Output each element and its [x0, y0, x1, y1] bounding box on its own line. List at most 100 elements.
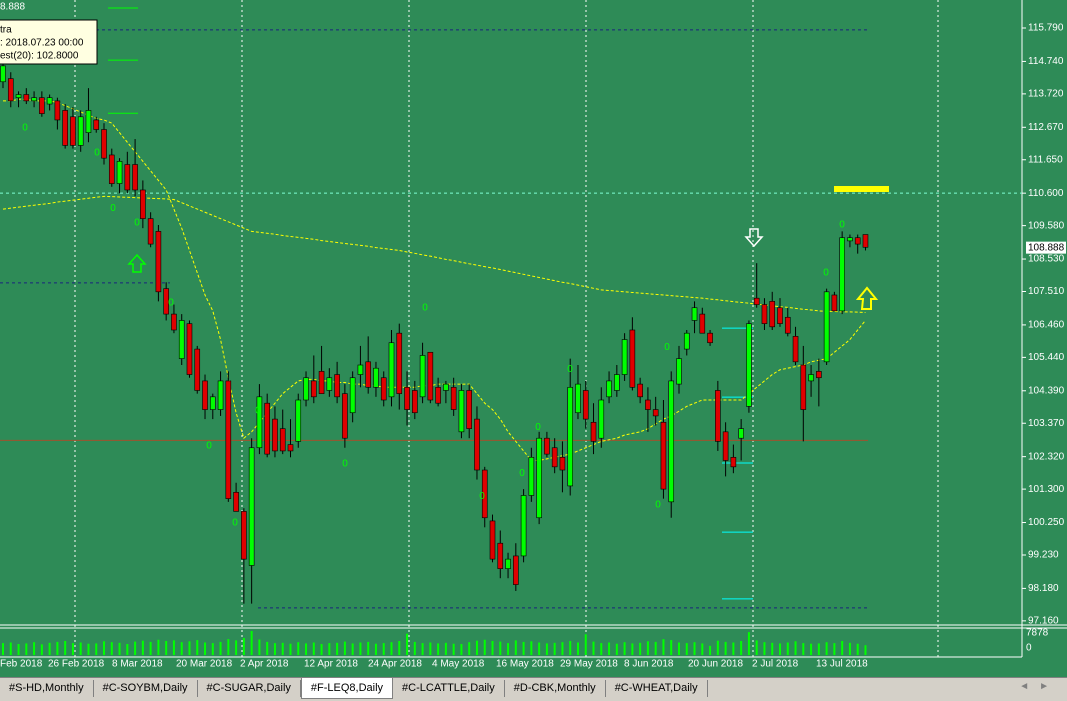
volume-bar — [258, 639, 261, 655]
volume-bar — [103, 641, 106, 655]
chart-background — [0, 0, 1067, 677]
candle-body — [287, 444, 294, 452]
volume-bar — [576, 642, 579, 655]
candle-body — [279, 428, 286, 452]
candle-body — [575, 383, 581, 414]
candle-body — [54, 100, 61, 121]
candle-body — [147, 218, 154, 245]
volume-bar — [615, 643, 618, 655]
candle-body — [862, 234, 869, 248]
candle-body — [489, 520, 496, 560]
volume-bar — [802, 643, 805, 655]
tab[interactable]: #C-WHEAT,Daily — [606, 680, 708, 697]
candle-body — [412, 390, 418, 414]
candle-body — [443, 383, 449, 391]
volume-bar — [631, 643, 634, 655]
volume-bar — [9, 642, 12, 655]
volume-bar — [732, 642, 735, 655]
volume-bar — [763, 642, 766, 655]
candle-body — [831, 294, 838, 312]
volume-bar — [134, 641, 137, 655]
volume-bar — [172, 640, 175, 655]
tab[interactable]: #C-SUGAR,Daily — [198, 680, 301, 697]
tab[interactable]: #C-SOYBM,Daily — [94, 680, 198, 697]
volume-bar — [421, 643, 424, 655]
candle-body — [551, 447, 558, 468]
y-tick-label: 97.160 — [1028, 616, 1059, 627]
candle-body — [396, 332, 403, 394]
volume-bar — [499, 641, 502, 655]
candle-body — [248, 447, 255, 566]
x-tick-label: 29 May 2018 — [560, 659, 618, 670]
candle-body — [598, 399, 605, 439]
candle-body — [23, 94, 30, 102]
x-tick-label: 24 Apr 2018 — [368, 659, 422, 670]
volume-bar — [406, 633, 409, 655]
volume-bar — [367, 641, 370, 655]
volume-bar — [794, 641, 797, 655]
volume-bar — [848, 642, 851, 655]
candle-body — [342, 393, 348, 439]
candle-body — [769, 301, 776, 328]
x-tick-label: 16 May 2018 — [496, 659, 554, 670]
candle-body — [784, 316, 791, 334]
candle-body — [474, 418, 480, 471]
tab-scroll[interactable]: ◄► — [1019, 681, 1059, 692]
y-tick-label: 111.650 — [1028, 154, 1063, 165]
candle-body — [800, 364, 807, 410]
volume-bar — [538, 642, 541, 655]
volume-bar — [592, 641, 595, 655]
candle-body — [668, 380, 675, 503]
volume-bar — [662, 639, 665, 655]
candle-body — [761, 304, 768, 324]
fractal-marker: 0 — [94, 148, 100, 159]
y-tick-label: 113.720 — [1028, 89, 1064, 100]
candle-body — [264, 402, 270, 455]
tab[interactable]: #C-LCATTLE,Daily — [393, 680, 505, 697]
candle-body — [590, 421, 597, 442]
fractal-marker: 0 — [22, 123, 28, 134]
tab[interactable]: #F-LEQ8,Daily — [300, 678, 394, 699]
fractal-marker: 0 — [422, 302, 428, 313]
candle-body — [70, 116, 76, 146]
candle-body — [567, 386, 574, 487]
x-tick-label: 8 Mar 2018 — [112, 659, 163, 670]
candle-body — [108, 154, 115, 184]
volume-bar — [196, 640, 199, 655]
tab[interactable]: #S-HD,Monthly — [0, 680, 94, 697]
y-tick-label: 100.250 — [1028, 517, 1065, 528]
volume-bar — [297, 642, 300, 655]
volume-bar — [701, 643, 704, 655]
volume-bar — [382, 643, 385, 655]
candle-body — [46, 97, 53, 105]
candle-body — [722, 431, 729, 461]
candle-body — [699, 313, 706, 334]
candle-body — [349, 377, 356, 414]
volume-bar — [413, 641, 416, 655]
candle-body — [233, 491, 239, 512]
volume-bar — [2, 643, 4, 655]
volume-bar — [740, 640, 743, 655]
volume-bar — [227, 639, 230, 655]
candle-body — [497, 542, 504, 569]
candle-body — [808, 374, 814, 382]
candle-body — [132, 164, 138, 191]
volume-bar — [165, 640, 168, 655]
volume-bar — [242, 637, 245, 655]
fractal-marker: 0 — [839, 220, 845, 231]
volume-bar — [530, 641, 533, 655]
up-arrow — [127, 253, 147, 273]
x-tick-label: 12 Apr 2018 — [304, 659, 358, 670]
tooltip-line: : 2018.07.23 00:00 — [0, 38, 84, 49]
tab[interactable]: #D-CBK,Monthly — [505, 680, 606, 697]
candle-body — [101, 129, 107, 159]
volume-bar — [507, 643, 510, 655]
x-tick-label: 20 Jun 2018 — [688, 659, 743, 670]
candle-body — [536, 437, 542, 519]
volume-bar — [779, 643, 781, 655]
volume-bar — [514, 640, 517, 655]
candle-body — [326, 377, 333, 391]
candle-body — [163, 288, 169, 315]
candle-body — [310, 380, 317, 398]
volume-tick-label: 0 — [1026, 643, 1032, 654]
